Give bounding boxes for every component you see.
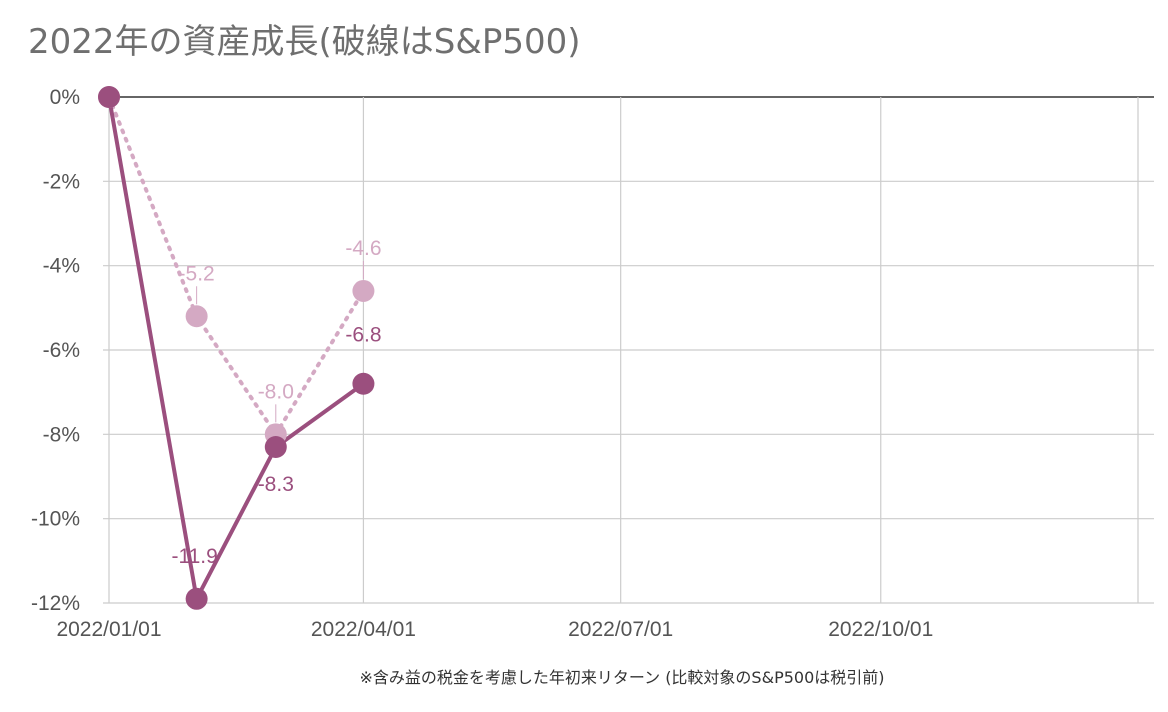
y-tick-label: -12%	[31, 592, 80, 615]
sp500-point	[185, 305, 208, 328]
y-tick-label: -4%	[43, 255, 80, 278]
y-axis-ticks: 0% -2% -4% -6% -8% -10% -12%	[31, 86, 80, 615]
x-axis-ticks: 2022/01/01 2022/04/01 2022/07/01 2022/10/01	[56, 618, 933, 641]
x-tick-label: 2022/04/01	[311, 618, 416, 641]
portfolio-data-label: -11.9	[171, 545, 217, 568]
portfolio-point	[185, 587, 208, 610]
y-tick-label: 0%	[50, 86, 80, 109]
sp500-data-label: -4.6	[345, 237, 381, 260]
x-tick-label: 2022/10/01	[828, 618, 933, 641]
portfolio-point	[352, 372, 375, 395]
sp500-data-label: -8.0	[258, 380, 294, 403]
y-tick-label: -6%	[43, 339, 80, 362]
sp500-data-label: -5.2	[179, 262, 215, 285]
portfolio-data-label: -6.8	[345, 324, 381, 347]
sp500-line	[107, 95, 366, 437]
portfolio-point	[98, 86, 120, 108]
x-tick-label: 2022/01/01	[56, 618, 161, 641]
series-layer	[98, 86, 375, 610]
y-tick-label: -10%	[31, 508, 80, 531]
portfolio-data-label: -8.3	[258, 473, 294, 496]
x-tick-label: 2022/07/01	[568, 618, 673, 641]
chart-footnote: ※含み益の税金を考慮した年初来リターン (比較対象のS&P500は税引前)	[360, 668, 885, 687]
y-tick-label: -2%	[43, 170, 80, 193]
grid-lines	[103, 96, 1154, 604]
y-tick-label: -8%	[43, 423, 80, 446]
data-labels: -11.9 -8.3 -6.8 -5.2 -8.0 -4.6	[171, 237, 381, 568]
sp500-point	[352, 279, 375, 302]
portfolio-line	[107, 96, 365, 601]
portfolio-point	[264, 435, 287, 458]
chart-title: 2022年の資産成長(破線はS&P500)	[28, 22, 581, 62]
